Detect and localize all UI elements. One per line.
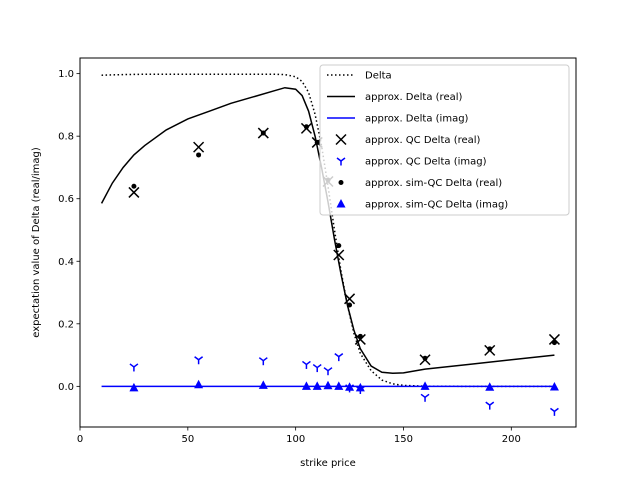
data-point-series-5 <box>303 124 309 130</box>
data-point-series-6 <box>345 382 355 391</box>
data-point-series-6 <box>323 380 333 390</box>
legend-label: Delta <box>365 71 392 82</box>
data-point-series-3 <box>128 186 140 198</box>
data-point-series-5 <box>551 340 557 346</box>
x-tick-label: 200 <box>502 434 521 445</box>
legend-label: approx. sim-QC Delta (real) <box>365 178 502 189</box>
legend-handle-marker <box>336 199 346 208</box>
legend-handle-marker <box>336 157 346 166</box>
data-point-series-4 <box>420 393 430 402</box>
data-point-series-4 <box>301 360 311 369</box>
x-axis-label: strike price <box>300 458 356 469</box>
data-point-series-6 <box>334 381 344 390</box>
plot-frame <box>79 57 577 428</box>
legend-label: approx. sim-QC Delta (imag) <box>365 200 508 211</box>
data-point-series-5 <box>196 152 202 158</box>
data-point-series-3 <box>333 249 345 261</box>
data-point-series-5 <box>336 243 342 249</box>
legend-handle-marker <box>335 133 347 146</box>
data-point-series-3 <box>344 293 356 305</box>
y-axis-label: expectation value of Delta (real/imag) <box>31 147 42 338</box>
y-tick-label: 0.0 <box>58 382 74 393</box>
data-point-series-6 <box>420 381 430 390</box>
data-point-series-5 <box>422 355 428 361</box>
data-point-series-6 <box>549 381 559 391</box>
legend-label: approx. QC Delta (imag) <box>365 157 487 168</box>
legend-handle-marker <box>338 180 344 185</box>
data-point-series-3 <box>354 333 366 345</box>
series-line-0 <box>101 73 555 388</box>
x-tick-label: 50 <box>181 434 194 445</box>
data-point-series-5 <box>347 302 353 308</box>
data-point-series-6 <box>301 381 311 390</box>
data-point-series-4 <box>129 363 139 372</box>
data-point-series-3 <box>548 333 560 345</box>
data-point-series-4 <box>323 367 333 376</box>
legend-label: approx. Delta (imag) <box>365 114 469 125</box>
data-point-series-6 <box>129 382 139 392</box>
data-point-series-5 <box>314 139 320 145</box>
series-line-1 <box>100 86 555 374</box>
data-point-series-6 <box>312 381 322 390</box>
data-point-series-4 <box>334 353 344 362</box>
x-tick-label: 0 <box>77 434 83 445</box>
y-tick-label: 0.4 <box>58 257 74 268</box>
data-point-series-4 <box>485 401 495 410</box>
data-point-series-4 <box>258 357 268 366</box>
legend: Delta approx. Delta (real) approx. Delta (… <box>319 64 570 216</box>
data-point-series-4 <box>194 356 204 365</box>
data-point-series-3 <box>193 141 205 153</box>
data-point-series-5 <box>131 183 137 189</box>
y-tick-label: 0.2 <box>58 319 74 330</box>
legend-label: approx. Delta (real) <box>365 92 463 103</box>
y-tick-label: 0.6 <box>58 194 74 205</box>
data-point-series-6 <box>258 380 268 389</box>
legend-label: approx. QC Delta (real) <box>365 135 481 146</box>
data-point-series-6 <box>355 382 365 392</box>
data-point-series-4 <box>312 363 322 373</box>
data-point-series-5 <box>260 130 266 136</box>
data-point-series-6 <box>485 382 495 391</box>
y-tick-label: 1.0 <box>58 69 74 80</box>
data-point-series-6 <box>194 379 204 389</box>
axis-ticks: 0 50 100 150 200 0.0 0.2 0.4 0.6 0.8 1.0 <box>58 69 521 445</box>
y-tick-label: 0.8 <box>58 132 74 143</box>
data-point-series-4 <box>549 407 559 416</box>
x-tick-label: 100 <box>286 434 305 445</box>
legend-box <box>319 64 570 216</box>
data-point-series-5 <box>357 333 363 339</box>
data-point-series-5 <box>487 346 493 352</box>
x-tick-label: 150 <box>394 434 413 445</box>
